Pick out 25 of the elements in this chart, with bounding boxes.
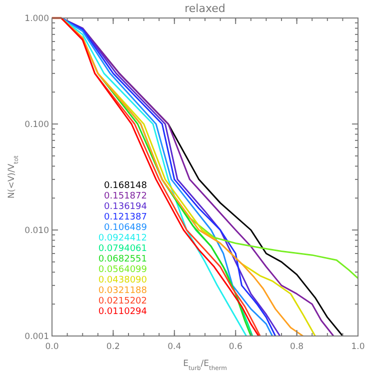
- text: 0.0321188: [98, 286, 148, 296]
- text: 0.0564099: [98, 264, 148, 275]
- x-tick-label: 0.6: [228, 342, 242, 352]
- text: 0.151872: [104, 191, 147, 202]
- text: 0.168148: [104, 180, 148, 191]
- text: 0.0924412: [98, 233, 147, 244]
- y-tick-label: 0.100: [24, 120, 49, 130]
- x-tick-label: 0.4: [168, 342, 182, 352]
- text: 0.0682551: [98, 254, 147, 264]
- chart-title: relaxed: [184, 2, 226, 15]
- text: 0.136194: [104, 202, 148, 212]
- text: 0.106489: [104, 222, 148, 233]
- x-tick-label: 1.0: [351, 342, 365, 352]
- text: 0.0794061: [98, 244, 147, 254]
- text: 0.0110294: [98, 306, 148, 317]
- x-tick-label: 0.8: [290, 342, 304, 352]
- y-tick-label: 1.000: [24, 14, 49, 24]
- x-tick-label: 0.0: [45, 342, 59, 352]
- x-axis-title: E$_{turb}$/E$_{therm}$: [183, 359, 228, 372]
- x-tick-label: 0.2: [106, 342, 120, 352]
- text: 0.0215202: [98, 296, 147, 306]
- text: 0.0438090: [98, 275, 148, 286]
- text: 0.121387: [104, 212, 147, 222]
- y-tick-label: 0.001: [24, 332, 49, 342]
- y-tick-label: 0.010: [24, 226, 49, 236]
